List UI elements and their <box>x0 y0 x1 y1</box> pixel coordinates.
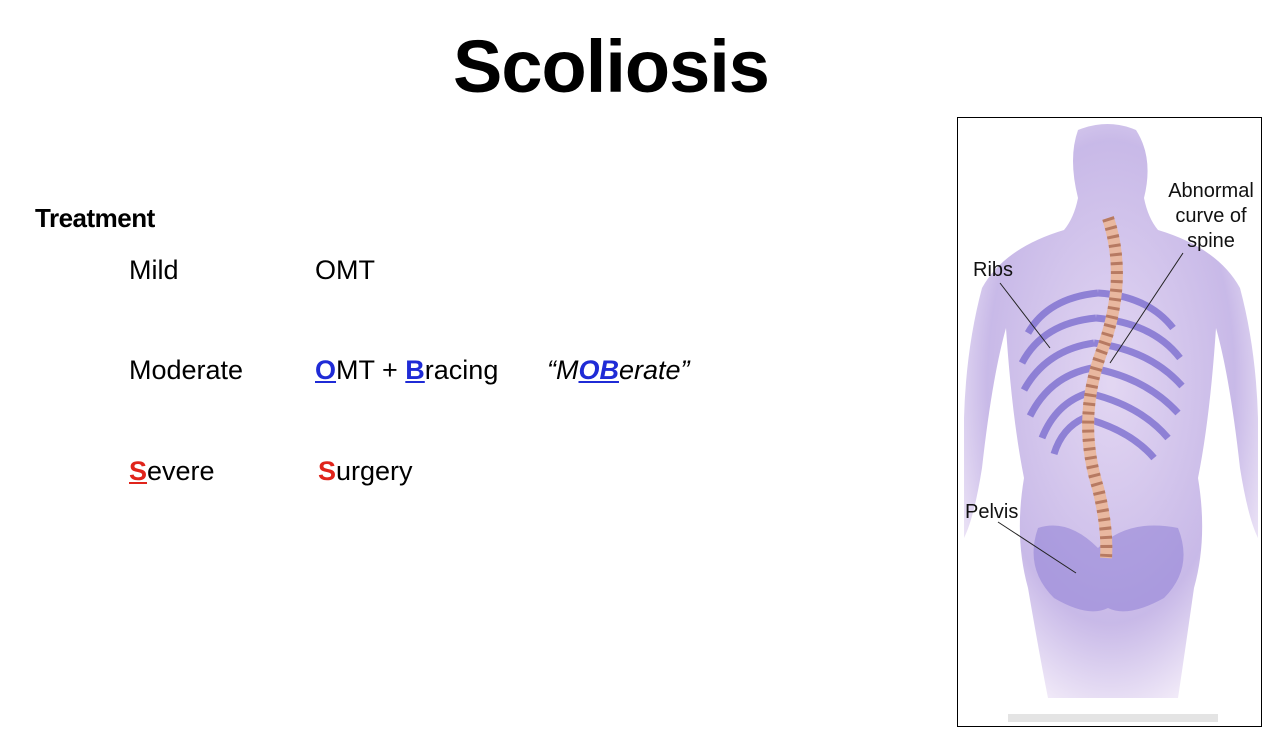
severe-s: S <box>129 456 148 486</box>
caption-strip <box>1008 714 1218 722</box>
surgery-s: S <box>318 456 337 486</box>
highlight-o: O <box>315 355 337 385</box>
mnemonic-ob: OB <box>578 355 619 385</box>
severe-rest: evere <box>147 456 215 486</box>
treatment-text-mid: MT + <box>336 355 406 385</box>
mnemonic-open: “M <box>547 355 579 385</box>
moderate-treatment: OMT + Bracing <box>315 355 498 386</box>
treatment-heading: Treatment <box>35 203 155 233</box>
spine-curve <box>1082 216 1123 559</box>
surgery-rest: urgery <box>336 456 413 486</box>
highlight-b: B <box>405 355 425 385</box>
slide-title: Scoliosis <box>453 25 770 108</box>
mild-level: Mild <box>129 255 179 285</box>
pelvis-label: Pelvis <box>965 501 1019 523</box>
moderate-level: Moderate <box>129 355 244 385</box>
skeleton-drawing <box>964 124 1258 722</box>
treatment-text-rest: racing <box>424 355 499 385</box>
pelvis-bones <box>1033 525 1184 612</box>
moderate-mnemonic: “MOBerate” <box>547 355 690 386</box>
scoliosis-illustration: Abnormal curve of spine Ribs Pelvis <box>957 117 1262 727</box>
severe-treatment: Surgery <box>318 456 413 487</box>
severe-level: Severe <box>129 456 215 487</box>
curve-label: Abnormal curve of spine <box>1168 180 1254 252</box>
mnemonic-close: erate” <box>618 355 690 385</box>
mild-treatment: OMT <box>315 255 375 285</box>
ribs-label: Ribs <box>973 259 1014 281</box>
label-leaders <box>997 252 1184 574</box>
